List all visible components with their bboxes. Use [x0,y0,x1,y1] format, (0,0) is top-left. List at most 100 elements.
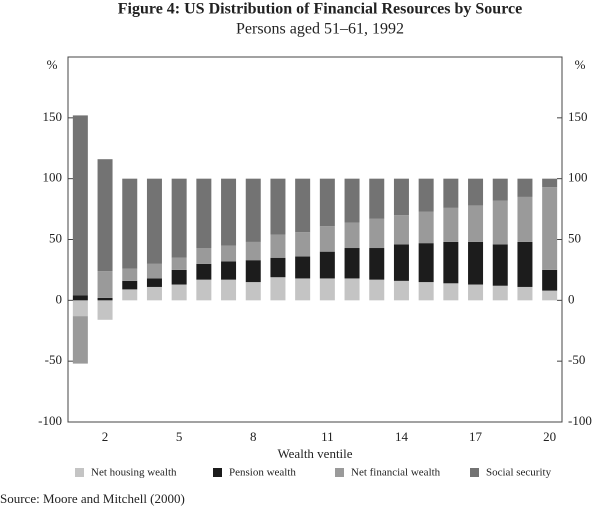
y-tick-label: 100 [43,170,63,185]
x-axis-label: Wealth ventile [277,446,352,461]
bar-segment [468,284,484,301]
bar-segment [517,178,533,197]
bar-segment [122,280,138,290]
bar-segment [72,300,88,317]
bar-segment [196,178,212,249]
bar-segment [542,290,558,301]
bar-segment [245,178,261,242]
bar-segment [344,278,360,301]
bar-segment [97,271,113,298]
bar-segment [171,269,187,285]
legend-label: Net financial wealth [351,467,441,479]
bar-segment [270,178,286,235]
bar-segment [319,178,335,227]
y-tick-label: 50 [49,230,62,245]
bar-segment [146,178,162,264]
bar-segment [418,178,434,212]
bar-segment [295,256,311,279]
bar-segment [468,241,484,285]
bar-segment [295,178,311,233]
bar-segment [418,282,434,301]
bar-segment [369,248,385,280]
chart-title: Figure 4: US Distribution of Financial R… [118,1,522,18]
bar-segment [295,232,311,257]
bar-segment [146,278,162,287]
bar-segment [542,187,558,270]
bar-segment [171,178,187,258]
x-tick-label: 2 [102,429,109,444]
bar-segment [517,196,533,242]
bar-segment [146,286,162,301]
bar-segment [245,260,261,283]
bar-segment [97,297,113,301]
bar-segment [122,268,138,281]
y-tick-label: 150 [43,109,63,124]
bar-segment [221,279,237,301]
bar-segment [443,241,459,284]
y2-axis-label: % [575,57,586,72]
y2-tick-label: -100 [568,413,592,428]
bar-segment [221,261,237,280]
y2-tick-label: 100 [568,170,588,185]
bar-segment [393,178,409,216]
bar-segment [319,251,335,279]
bar-segment [369,279,385,301]
bar-segment [468,205,484,242]
legend-swatch [470,468,479,477]
bar-segment [196,279,212,301]
bar-segment [72,115,88,296]
bar-segment [517,286,533,301]
bar-segment [319,278,335,301]
bar-segment [492,200,508,245]
bar-segment [344,178,360,223]
bar-segment [72,295,88,301]
bar-segment [196,248,212,264]
bar-segment [122,178,138,269]
x-tick-label: 20 [543,429,556,444]
bar-segment [443,207,459,242]
x-tick-label: 17 [469,429,483,444]
y-tick-label: -50 [45,352,62,367]
bar-segment [418,243,434,283]
bar-segment [97,159,113,272]
legend: Net housing wealth Pension wealth Net fina… [75,467,552,479]
bar-segment [393,215,409,245]
bar-segment [418,211,434,244]
bar-segment [468,178,484,206]
chart-subtitle: Persons aged 51–61, 1992 [236,21,404,38]
bar-segment [122,289,138,301]
y-axis-label: % [47,57,58,72]
bar-segment [270,234,286,258]
bar-segment [221,178,237,246]
legend-label: Net housing wealth [91,467,177,479]
bar-segment [295,278,311,301]
y2-tick-label: 50 [568,230,581,245]
y-tick-label: 0 [56,291,63,306]
x-tick-label: 11 [321,429,334,444]
bar-segment [171,257,187,270]
bar-segment [517,241,533,287]
x-tick-label: 5 [176,429,183,444]
bar-segment [393,244,409,281]
bar-segment [542,269,558,291]
bar-segment [344,222,360,249]
bar-segment [492,285,508,301]
bar-segment [245,282,261,301]
bar-segment [72,316,88,364]
y2-tick-label: 0 [568,291,575,306]
bar-segment [221,245,237,262]
legend-label: Pension wealth [229,467,296,479]
bar-segment [270,277,286,301]
bar-segment [196,263,212,280]
legend-swatch [213,468,222,477]
bar-segment [492,178,508,201]
x-tick-label: 14 [395,429,409,444]
bar-segment [369,178,385,219]
source-note: Source: Moore and Mitchell (2000) [0,491,185,506]
y2-tick-label: -50 [568,352,585,367]
bar-segment [443,283,459,301]
plot-frame [67,56,563,423]
bar-segment [443,178,459,208]
legend-swatch [335,468,344,477]
